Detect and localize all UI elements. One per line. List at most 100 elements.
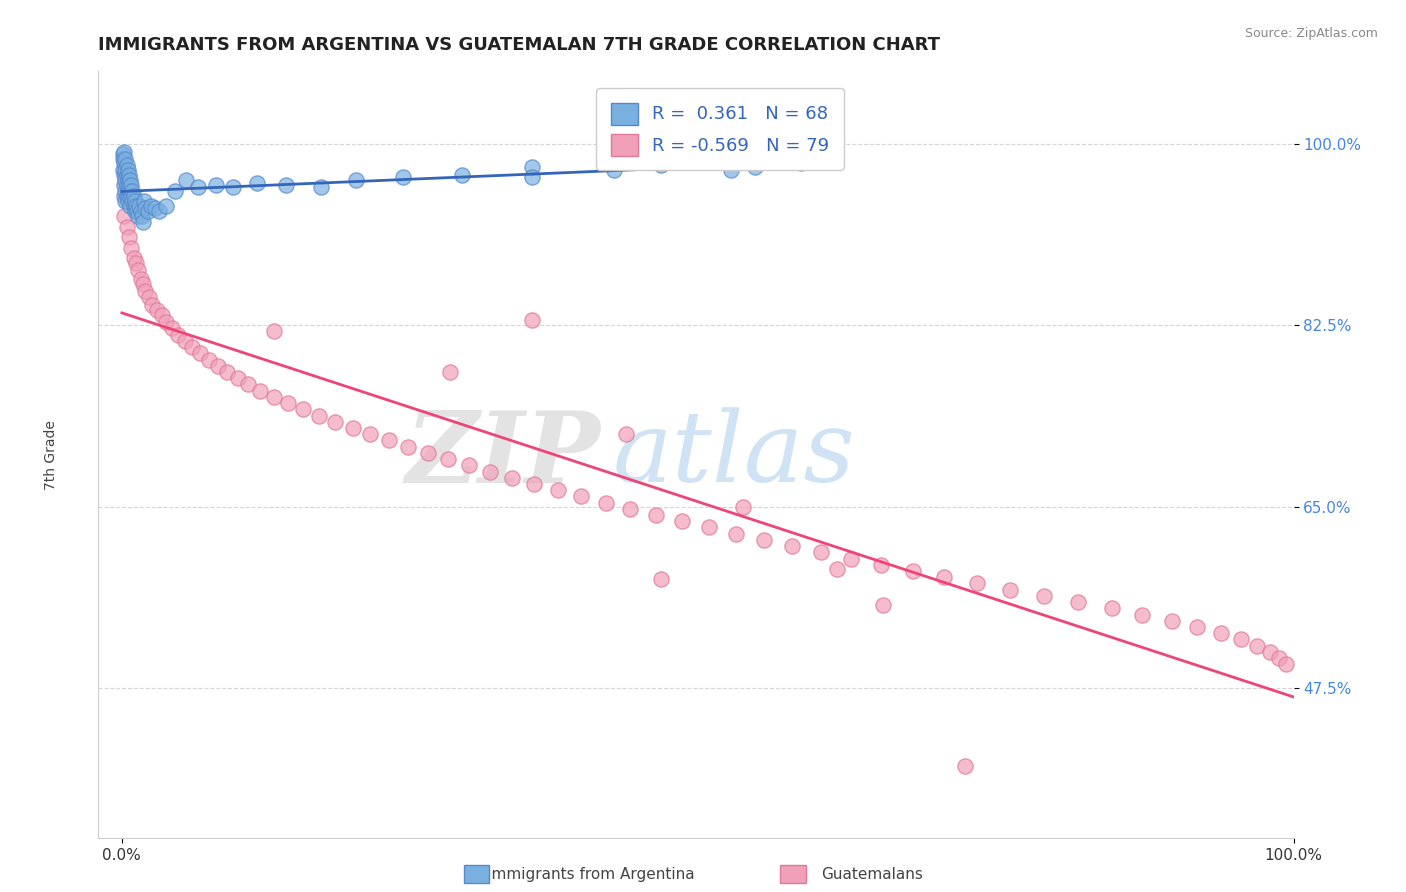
Point [696, 153, 718, 167]
Point [810, 545, 832, 559]
Point [174, 173, 197, 187]
Point [120, 173, 141, 187]
Point [1209, 626, 1232, 640]
Point [122, 251, 145, 265]
Point [167, 327, 190, 342]
Point [790, 155, 813, 169]
Point [143, 201, 166, 215]
Point [115, 168, 138, 182]
Point [132, 215, 155, 229]
Point [724, 526, 747, 541]
Point [520, 170, 543, 185]
Point [720, 162, 742, 177]
Point [308, 409, 330, 423]
Point [114, 162, 136, 177]
Point [174, 334, 197, 348]
Point [188, 346, 212, 360]
Point [117, 184, 139, 198]
Point [1101, 601, 1123, 615]
Point [450, 168, 472, 182]
Point [131, 210, 153, 224]
Point [112, 147, 135, 161]
Point [901, 564, 924, 578]
Point [998, 582, 1021, 597]
Point [645, 508, 668, 522]
Text: IMMIGRANTS FROM ARGENTINA VS GUATEMALAN 7TH GRADE CORRELATION CHART: IMMIGRANTS FROM ARGENTINA VS GUATEMALAN … [98, 36, 941, 54]
Point [263, 324, 285, 338]
Point [274, 178, 297, 193]
Point [1187, 620, 1209, 634]
Point [238, 377, 260, 392]
Point [127, 204, 149, 219]
Point [121, 194, 143, 208]
Point [1275, 657, 1298, 672]
Point [150, 308, 173, 322]
Point [342, 421, 364, 435]
Point [120, 184, 141, 198]
Point [112, 162, 135, 177]
Point [118, 168, 141, 182]
Point [547, 483, 569, 498]
Point [118, 230, 141, 244]
Point [115, 219, 138, 234]
Point [603, 162, 626, 177]
Point [112, 210, 135, 224]
Point [650, 572, 672, 586]
Point [187, 180, 209, 194]
Point [115, 158, 138, 172]
Point [134, 284, 156, 298]
Point [825, 562, 848, 576]
Point [619, 501, 641, 516]
Point [118, 188, 141, 202]
Point [396, 440, 419, 454]
Point [1258, 645, 1281, 659]
Point [115, 188, 138, 202]
Point [115, 178, 138, 193]
Point [141, 297, 163, 311]
Point [614, 427, 637, 442]
Point [122, 199, 145, 213]
Point [569, 489, 592, 503]
Point [966, 576, 988, 591]
Point [114, 173, 136, 187]
Point [263, 390, 285, 404]
Point [226, 371, 249, 385]
Point [752, 533, 775, 547]
Point [128, 199, 150, 213]
Point [114, 153, 136, 167]
Point [120, 199, 141, 213]
Point [731, 500, 754, 514]
Point [217, 365, 239, 379]
Point [1067, 595, 1090, 609]
Point [112, 145, 135, 160]
Point [309, 180, 332, 194]
Text: Guatemalans: Guatemalans [821, 867, 922, 881]
Point [1229, 632, 1253, 647]
Point [839, 551, 862, 566]
Point [222, 180, 245, 194]
Point [1246, 639, 1268, 653]
Point [125, 256, 148, 270]
Point [148, 204, 170, 219]
Point [872, 599, 894, 613]
Point [392, 170, 415, 185]
Point [501, 471, 523, 485]
Text: ZIP: ZIP [405, 407, 600, 503]
Point [112, 155, 135, 169]
Point [955, 759, 977, 773]
Point [204, 178, 226, 193]
Point [134, 201, 156, 215]
Point [114, 184, 136, 198]
Point [523, 477, 546, 491]
Point [1033, 589, 1056, 603]
Point [129, 204, 152, 219]
Point [197, 352, 219, 367]
Point [127, 210, 149, 224]
Point [124, 204, 146, 219]
Point [117, 162, 139, 177]
Point [127, 263, 149, 277]
Point [138, 290, 160, 304]
Point [112, 188, 135, 202]
Point [120, 188, 142, 202]
Point [344, 173, 367, 187]
